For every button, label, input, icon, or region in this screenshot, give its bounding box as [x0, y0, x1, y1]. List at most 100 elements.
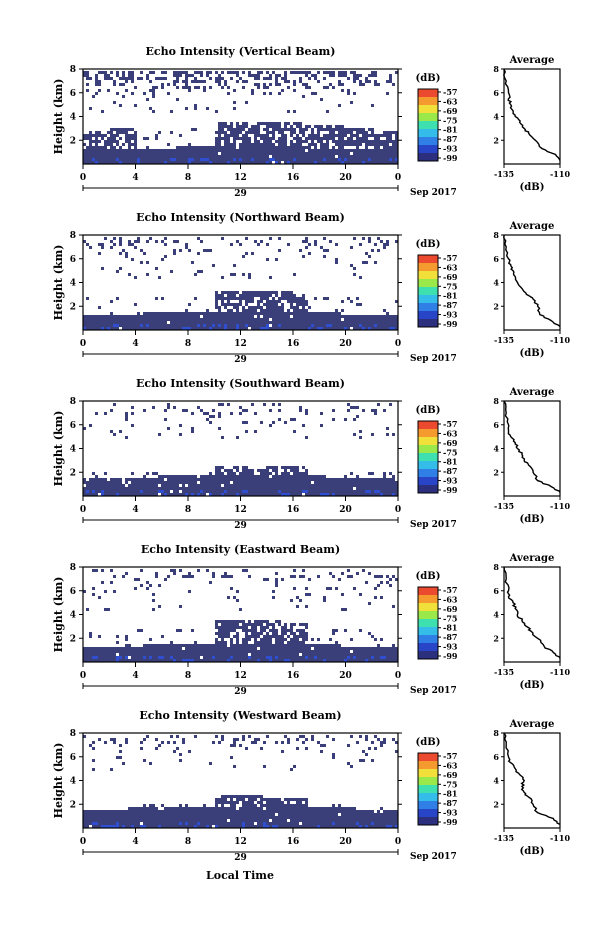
heatmap-cell — [266, 484, 269, 487]
heatmap-cell — [242, 158, 245, 161]
heatmap-cell — [209, 161, 212, 164]
heatmap-cell — [239, 813, 242, 816]
heatmap-cell — [101, 825, 104, 828]
heatmap-cell — [227, 140, 230, 143]
heatmap-cell — [245, 131, 248, 134]
heatmap-cell — [173, 487, 176, 490]
heatmap-cell — [332, 137, 335, 140]
heatmap-cell — [245, 472, 248, 475]
heatmap-cell — [176, 161, 179, 164]
heatmap-cell — [257, 738, 260, 741]
heatmap-cell — [221, 623, 224, 626]
heatmap-cell — [197, 161, 200, 164]
heatmap-cell — [230, 587, 233, 590]
heatmap-cell — [227, 149, 230, 152]
heatmap-cell — [284, 629, 287, 632]
heatmap-cell — [254, 656, 257, 659]
heatmap-cell — [380, 315, 383, 318]
heatmap-cell — [137, 825, 140, 828]
heatmap-cell — [242, 487, 245, 490]
heatmap-cell — [182, 149, 185, 152]
heatmap-cell — [179, 324, 182, 327]
heatmap-cell — [353, 418, 356, 421]
heatmap-cell — [107, 647, 110, 650]
heatmap-cell — [323, 158, 326, 161]
heatmap-cell — [242, 291, 245, 294]
heatmap-cell — [320, 478, 323, 481]
heatmap-cell — [362, 656, 365, 659]
heatmap-cell — [332, 478, 335, 481]
heatmap-cell — [251, 149, 254, 152]
heatmap-cell — [263, 92, 266, 95]
heatmap-cell — [173, 653, 176, 656]
heatmap-cell — [236, 324, 239, 327]
heatmap-cell — [188, 161, 191, 164]
heatmap-cell — [236, 161, 239, 164]
heatmap-cell — [143, 318, 146, 321]
heatmap-cell — [113, 810, 116, 813]
heatmap-cell — [344, 71, 347, 74]
heatmap-cell — [263, 140, 266, 143]
heatmap-cell — [305, 635, 308, 638]
heatmap-cell — [344, 318, 347, 321]
heatmap-cell — [383, 484, 386, 487]
heatmap-cell — [371, 481, 374, 484]
heatmap-cell — [275, 493, 278, 496]
heatmap-cell — [347, 77, 350, 80]
heatmap-cell — [191, 146, 194, 149]
heatmap-cell — [125, 415, 128, 418]
heatmap-cell — [251, 825, 254, 828]
heatmap-cell — [293, 810, 296, 813]
heatmap-cell — [227, 596, 230, 599]
heatmap-cell — [158, 481, 161, 484]
heatmap-cell — [260, 137, 263, 140]
heatmap-cell — [83, 137, 86, 140]
heatmap-cell — [320, 143, 323, 146]
heatmap-cell — [269, 158, 272, 161]
heatmap-cell — [185, 83, 188, 86]
heatmap-cell — [113, 137, 116, 140]
heatmap-cell — [251, 632, 254, 635]
heatmap-cell — [302, 647, 305, 650]
heatmap-cell — [227, 324, 230, 327]
heatmap-cell — [239, 481, 242, 484]
heatmap-cell — [92, 647, 95, 650]
heatmap-cell — [368, 487, 371, 490]
heatmap-cell — [203, 149, 206, 152]
heatmap-cell — [365, 315, 368, 318]
heatmap-cell — [239, 297, 242, 300]
colorbar-tick-label: -87 — [443, 632, 457, 642]
heatmap-cell — [206, 653, 209, 656]
heatmap-cell — [191, 653, 194, 656]
colorbar-tick-label: -87 — [443, 466, 457, 476]
heatmap-cell — [116, 816, 119, 819]
heatmap-cell — [320, 312, 323, 315]
heatmap-cell — [128, 478, 131, 481]
heatmap-cell — [260, 421, 263, 424]
heatmap-cell — [263, 810, 266, 813]
heatmap-cell — [101, 152, 104, 155]
heatmap-cell — [305, 819, 308, 822]
heatmap-cell — [278, 490, 281, 493]
heatmap-cell — [104, 324, 107, 327]
heatmap-cell — [305, 493, 308, 496]
heatmap-cell — [173, 249, 176, 252]
heatmap-cell — [296, 638, 299, 641]
heatmap-cell — [215, 466, 218, 469]
colorbar-segment — [418, 271, 438, 280]
heatmap-cell — [254, 653, 257, 656]
heatmap-cell — [263, 315, 266, 318]
heatmap-cell — [122, 575, 125, 578]
heatmap-cell — [281, 312, 284, 315]
heatmap-cell — [317, 134, 320, 137]
heatmap-cell — [233, 656, 236, 659]
heatmap-cell — [275, 306, 278, 309]
heatmap-cell — [101, 321, 104, 324]
heatmap-cell — [206, 478, 209, 481]
heatmap-cell — [347, 403, 350, 406]
heatmap-cell — [257, 825, 260, 828]
heatmap-cell — [311, 807, 314, 810]
heatmap-cell — [362, 315, 365, 318]
heatmap-cell — [353, 128, 356, 131]
heatmap-cell — [302, 300, 305, 303]
